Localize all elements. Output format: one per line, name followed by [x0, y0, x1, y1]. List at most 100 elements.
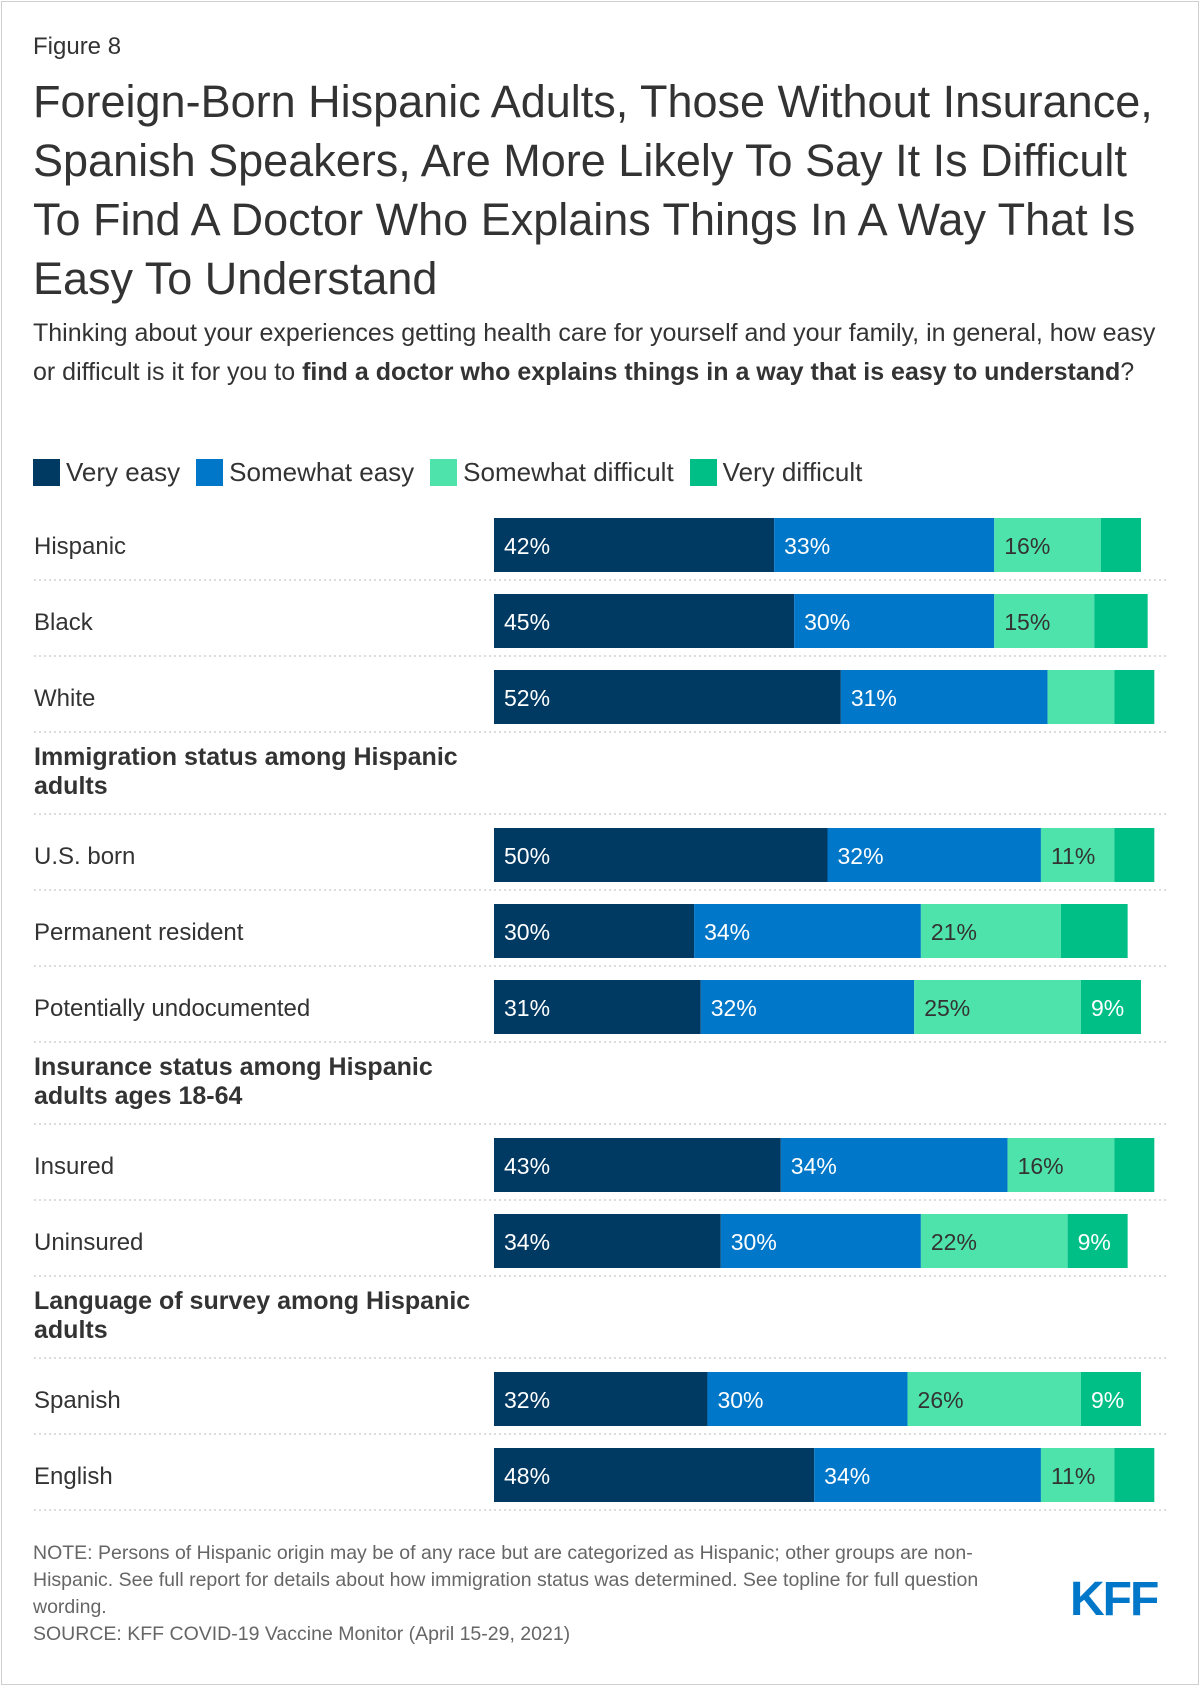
bar-segment-white-very-difficult [1114, 670, 1155, 724]
bar-segment-english-very-difficult [1114, 1448, 1155, 1502]
bar-segment-potentially-undocumented-somewhat-easy [700, 980, 915, 1034]
row-label-hispanic: Hispanic [34, 533, 126, 560]
legend-label-somewhat-easy: Somewhat easy [229, 456, 415, 487]
bar-segment-english-very-easy [494, 1448, 815, 1502]
legend-swatch-very-difficult [689, 458, 717, 486]
data-label-u-s-born-somewhat-difficult: 11% [1051, 843, 1095, 869]
legend-item-somewhat-easy: Somewhat easy [196, 457, 414, 488]
data-label-u-s-born-very-easy: 50% [504, 843, 550, 869]
bar-segment-hispanic-somewhat-easy [774, 518, 995, 572]
row-label-english: English [34, 1463, 113, 1490]
note-text: NOTE: Persons of Hispanic origin may be … [33, 1542, 979, 1618]
bar-segment-u-s-born-very-easy [494, 828, 828, 882]
chart-subtitle: Thinking about your experiences getting … [33, 314, 1173, 392]
bar-segment-english-somewhat-easy [814, 1448, 1041, 1502]
data-label-spanish-very-easy: 32% [504, 1387, 550, 1413]
data-label-insured-somewhat-difficult: 16% [1018, 1153, 1064, 1179]
data-label-spanish-somewhat-difficult: 26% [918, 1387, 964, 1413]
bar-segment-potentially-undocumented-very-easy [494, 980, 701, 1034]
row-label-u-s-born: U.S. born [34, 843, 135, 870]
bar-segment-white-very-easy [494, 670, 841, 724]
bar-segment-permanent-resident-somewhat-difficult [920, 904, 1061, 958]
row-label-spanish: Spanish [34, 1387, 121, 1414]
data-label-potentially-undocumented-very-easy: 31% [504, 995, 550, 1021]
data-label-permanent-resident-very-easy: 30% [504, 919, 550, 945]
data-label-potentially-undocumented-somewhat-difficult: 25% [924, 995, 970, 1021]
bar-segment-uninsured-somewhat-easy [720, 1214, 921, 1268]
data-label-english-somewhat-easy: 34% [824, 1463, 870, 1489]
data-label-uninsured-somewhat-easy: 30% [731, 1229, 777, 1255]
row-label-white: White [34, 685, 95, 712]
data-label-spanish-very-difficult: 9% [1091, 1387, 1124, 1413]
subtitle-end: ? [1120, 358, 1135, 386]
bar-segment-permanent-resident-very-easy [494, 904, 695, 958]
legend-label-very-difficult: Very difficult [722, 456, 863, 487]
legend-label-very-easy: Very easy [66, 456, 181, 487]
bar-segment-uninsured-very-easy [494, 1214, 721, 1268]
data-label-black-somewhat-difficult: 15% [1004, 609, 1050, 635]
bar-segment-insured-very-easy [494, 1138, 781, 1192]
data-label-white-very-easy: 52% [504, 685, 550, 711]
figure-label: Figure 8 [33, 33, 122, 60]
bar-segment-hispanic-somewhat-difficult [994, 518, 1101, 572]
legend-swatch-somewhat-easy [196, 458, 224, 486]
data-label-spanish-somewhat-easy: 30% [717, 1387, 763, 1413]
data-label-uninsured-very-difficult: 9% [1078, 1229, 1111, 1255]
bar-segment-black-somewhat-difficult [994, 594, 1095, 648]
bar-segment-permanent-resident-somewhat-easy [694, 904, 921, 958]
bar-segment-spanish-very-difficult [1080, 1372, 1141, 1426]
stacked-bar-chart: Hispanic 42% 33% 16% Black 45% 30% 15% White 52% 3… [34, 518, 1166, 1511]
row-label-potentially-undocumented: Potentially undocumented [34, 995, 310, 1022]
chart-title: Foreign-Born Hispanic Adults, Those With… [33, 76, 1153, 304]
data-label-permanent-resident-somewhat-difficult: 21% [931, 919, 977, 945]
bar-segment-insured-somewhat-difficult [1007, 1138, 1115, 1192]
source-text: SOURCE: KFF COVID-19 Vaccine Monitor (Ap… [33, 1623, 571, 1645]
kff-logo: KFF [1070, 1573, 1159, 1626]
bar-segment-white-somewhat-easy [840, 670, 1048, 724]
bar-segment-black-very-easy [494, 594, 795, 648]
data-label-english-very-easy: 48% [504, 1463, 550, 1489]
legend-label-somewhat-difficult: Somewhat difficult [463, 456, 674, 487]
bar-segment-permanent-resident-very-difficult [1060, 904, 1128, 958]
subtitle-bold-text: find a doctor who explains things in a w… [302, 358, 1121, 386]
row-label-uninsured: Uninsured [34, 1229, 143, 1256]
legend-item-somewhat-difficult: Somewhat difficult [430, 457, 674, 488]
bar-segment-u-s-born-somewhat-difficult [1040, 828, 1115, 882]
group-header-language-of-survey-among-hispanic-adults: Language of survey among Hispanic adults [34, 1287, 470, 1344]
legend: Very easy Somewhat easy Somewhat difficu… [33, 456, 878, 488]
legend-swatch-very-easy [33, 458, 60, 486]
data-label-uninsured-very-easy: 34% [504, 1229, 550, 1255]
subtitle-text: Thinking about your experiences getting … [33, 319, 1156, 386]
bar-segment-u-s-born-somewhat-easy [827, 828, 1041, 882]
bar-segment-hispanic-very-easy [494, 518, 775, 572]
footnote: NOTE: Persons of Hispanic origin may be … [33, 1540, 1023, 1648]
data-label-insured-very-easy: 43% [504, 1153, 550, 1179]
bar-segment-black-somewhat-easy [794, 594, 995, 648]
group-header-insurance-status-among-hispanic-adults-ages-18-64: Insurance status among Hispanic adults ag… [34, 1053, 433, 1110]
data-label-white-somewhat-easy: 31% [851, 685, 897, 711]
row-label-permanent-resident: Permanent resident [34, 919, 244, 946]
legend-swatch-somewhat-difficult [430, 458, 458, 486]
bar-segment-u-s-born-very-difficult [1114, 828, 1155, 882]
bar-segment-spanish-somewhat-easy [707, 1372, 908, 1426]
bar-segment-uninsured-somewhat-difficult [920, 1214, 1068, 1268]
data-label-potentially-undocumented-very-difficult: 9% [1091, 995, 1124, 1021]
data-label-insured-somewhat-easy: 34% [791, 1153, 837, 1179]
bar-segment-spanish-somewhat-difficult [907, 1372, 1081, 1426]
bar-segment-white-somewhat-difficult [1047, 670, 1115, 724]
bar-segment-black-very-difficult [1094, 594, 1148, 648]
data-label-hispanic-somewhat-easy: 33% [784, 533, 830, 559]
bar-segment-english-somewhat-difficult [1040, 1448, 1115, 1502]
data-label-hispanic-somewhat-difficult: 16% [1004, 533, 1050, 559]
data-label-permanent-resident-somewhat-easy: 34% [704, 919, 750, 945]
data-label-hispanic-very-easy: 42% [504, 533, 550, 559]
data-label-black-somewhat-easy: 30% [804, 609, 850, 635]
row-label-insured: Insured [34, 1153, 114, 1180]
data-label-potentially-undocumented-somewhat-easy: 32% [711, 995, 757, 1021]
bar-segment-hispanic-very-difficult [1100, 518, 1141, 572]
bar-segment-spanish-very-easy [494, 1372, 708, 1426]
bar-segment-insured-somewhat-easy [780, 1138, 1008, 1192]
bar-segment-insured-very-difficult [1114, 1138, 1155, 1192]
bar-segment-uninsured-very-difficult [1067, 1214, 1128, 1268]
